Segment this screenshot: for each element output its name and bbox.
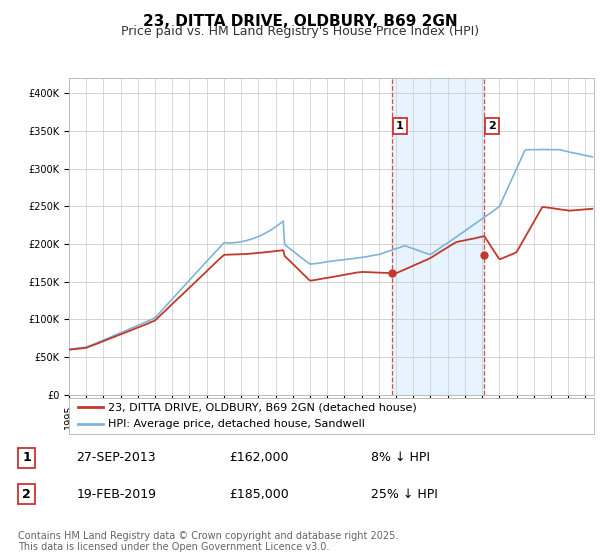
Text: 25% ↓ HPI: 25% ↓ HPI xyxy=(371,488,437,501)
Text: 8% ↓ HPI: 8% ↓ HPI xyxy=(371,451,430,464)
Text: £185,000: £185,000 xyxy=(229,488,289,501)
Text: £162,000: £162,000 xyxy=(229,451,289,464)
Text: 1: 1 xyxy=(396,121,404,131)
Text: 27-SEP-2013: 27-SEP-2013 xyxy=(77,451,156,464)
Text: 2: 2 xyxy=(22,488,31,501)
Text: 1: 1 xyxy=(22,451,31,464)
Text: Contains HM Land Registry data © Crown copyright and database right 2025.
This d: Contains HM Land Registry data © Crown c… xyxy=(18,531,398,553)
Bar xyxy=(392,78,484,395)
Text: 19-FEB-2019: 19-FEB-2019 xyxy=(77,488,157,501)
Text: 23, DITTA DRIVE, OLDBURY, B69 2GN (detached house): 23, DITTA DRIVE, OLDBURY, B69 2GN (detac… xyxy=(109,403,417,412)
Text: HPI: Average price, detached house, Sandwell: HPI: Average price, detached house, Sand… xyxy=(109,419,365,429)
Text: 2: 2 xyxy=(488,121,496,131)
Text: Price paid vs. HM Land Registry's House Price Index (HPI): Price paid vs. HM Land Registry's House … xyxy=(121,25,479,38)
Text: 23, DITTA DRIVE, OLDBURY, B69 2GN: 23, DITTA DRIVE, OLDBURY, B69 2GN xyxy=(143,14,457,29)
